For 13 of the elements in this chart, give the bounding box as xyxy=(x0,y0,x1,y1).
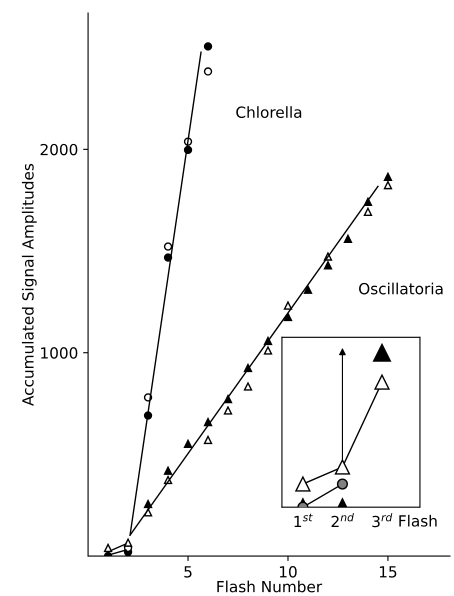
x-axis-title: Flash xyxy=(399,514,437,527)
x-tick-label: 3$^{rd}$ xyxy=(372,513,392,528)
y-tick-label: 1000 xyxy=(41,347,78,359)
y-tick-label: 2000 xyxy=(40,144,78,156)
annotation: Oscillatoria xyxy=(359,282,443,294)
x-tick-label: 15 xyxy=(380,566,396,578)
x-tick-label: 5 xyxy=(184,566,192,578)
x-axis-title: Flash Number xyxy=(217,580,322,592)
x-tick-label: 10 xyxy=(280,566,297,578)
annotation: Chlorella xyxy=(236,106,302,118)
x-tick-label: 2$^{nd}$ xyxy=(332,513,354,528)
x-tick-label: 1$^{st}$ xyxy=(294,514,313,528)
y-axis-title: Accumulated Signal Amplitudes xyxy=(22,164,37,406)
